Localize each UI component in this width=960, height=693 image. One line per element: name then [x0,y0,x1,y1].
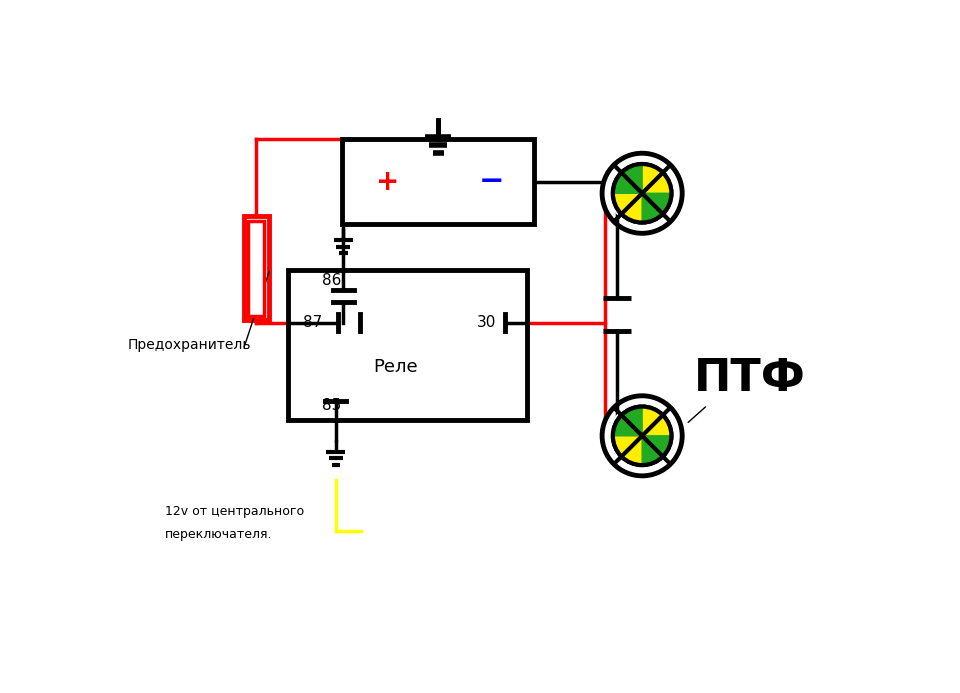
Polygon shape [642,436,670,464]
Bar [288,270,527,421]
Polygon shape [642,193,670,221]
Polygon shape [614,165,642,193]
Polygon shape [642,165,670,193]
Circle shape [602,396,683,476]
Circle shape [610,403,675,468]
Text: 86: 86 [323,273,342,288]
Bar [249,220,264,316]
Text: 12v от центрального: 12v от центрального [165,505,304,518]
Polygon shape [614,407,642,436]
Text: 30: 30 [476,315,496,330]
Polygon shape [614,436,642,464]
Circle shape [614,407,670,464]
Circle shape [614,165,670,221]
Text: Предохранитель: Предохранитель [128,338,252,352]
Text: Реле: Реле [373,358,418,376]
Circle shape [602,153,683,234]
Text: ПТФ: ПТФ [694,357,805,400]
Text: 87: 87 [303,315,323,330]
Text: −: − [479,167,505,196]
Bar [244,216,269,320]
Text: переключателя.: переключателя. [165,528,273,541]
Text: 85: 85 [323,398,342,412]
Text: +: + [376,168,399,195]
Polygon shape [614,193,642,221]
Circle shape [610,161,675,226]
Bar [342,139,535,224]
Polygon shape [642,407,670,436]
